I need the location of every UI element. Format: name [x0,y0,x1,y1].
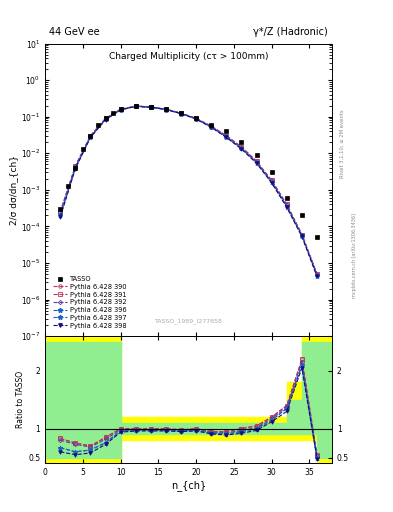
Text: TASSO_1989_I277658: TASSO_1989_I277658 [155,319,222,325]
Y-axis label: Ratio to TASSO: Ratio to TASSO [17,371,26,429]
Y-axis label: 2/σ dσ/dn_{ch}: 2/σ dσ/dn_{ch} [9,155,18,225]
Text: mcplots.cern.ch [arXiv:1306.3436]: mcplots.cern.ch [arXiv:1306.3436] [352,214,357,298]
X-axis label: n_{ch}: n_{ch} [171,480,206,491]
Legend: TASSO, Pythia 6.428 390, Pythia 6.428 391, Pythia 6.428 392, Pythia 6.428 396, P: TASSO, Pythia 6.428 390, Pythia 6.428 39… [51,275,128,330]
Text: Charged Multiplicity (cτ > 100mm): Charged Multiplicity (cτ > 100mm) [109,52,268,61]
Text: γ*/Z (Hadronic): γ*/Z (Hadronic) [253,27,328,37]
Text: 44 GeV ee: 44 GeV ee [49,27,100,37]
Text: Rivet 3.1.10; ≥ 2M events: Rivet 3.1.10; ≥ 2M events [340,109,345,178]
